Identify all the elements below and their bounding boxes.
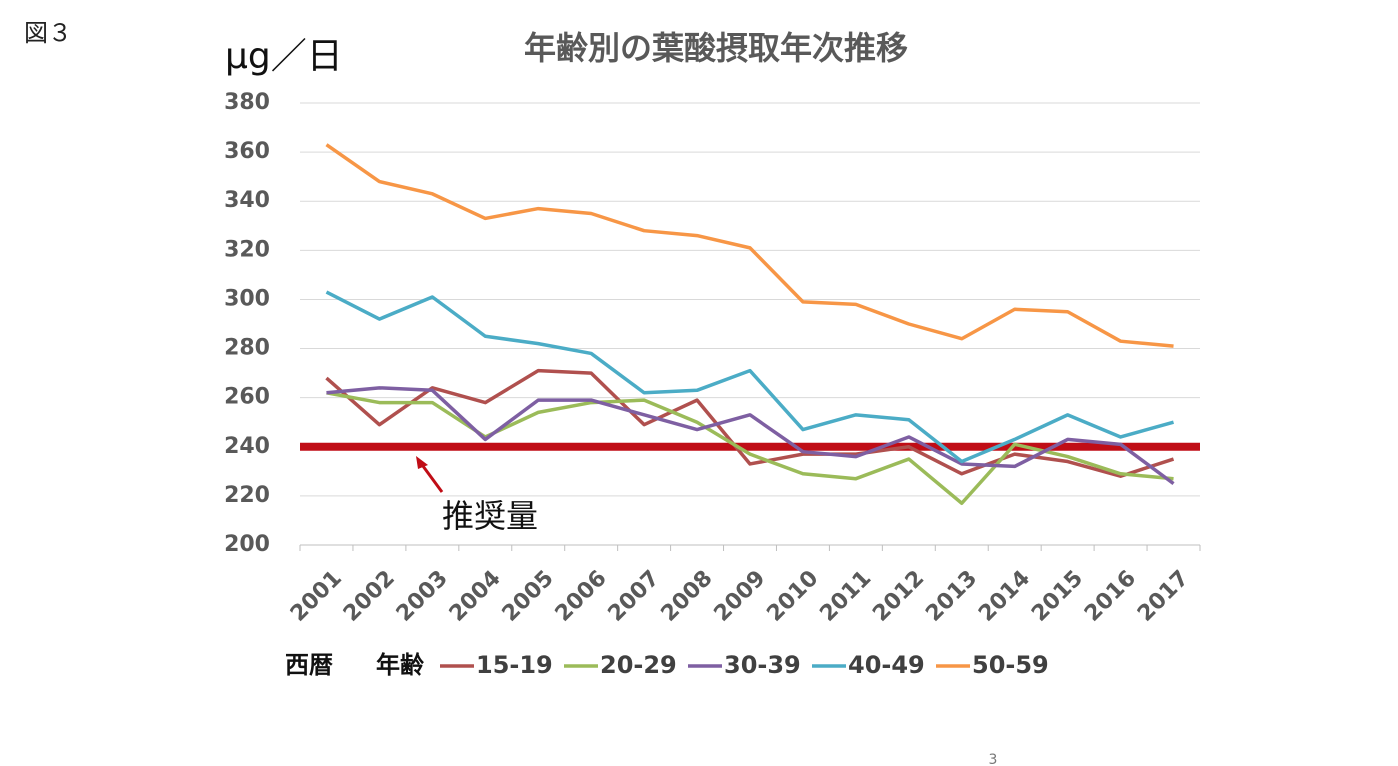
y-tick-label: 340	[224, 188, 270, 213]
y-tick-label: 320	[224, 237, 270, 262]
legend-label: 15-19	[476, 651, 553, 679]
legend-label: 20-29	[600, 651, 677, 679]
y-axis-label: μg／日	[225, 36, 343, 77]
x-tick-label: 2003	[392, 566, 453, 627]
x-tick-label: 2010	[762, 566, 823, 627]
x-tick-label: 2002	[339, 566, 400, 627]
y-tick-label: 240	[224, 434, 270, 459]
page-number: 3	[989, 752, 998, 766]
x-tick-label: 2008	[657, 566, 718, 627]
figure-label: 図３	[24, 19, 72, 47]
x-tick-label: 2004	[445, 566, 506, 627]
x-tick-label: 2013	[921, 566, 982, 627]
x-tick-label: 2006	[551, 566, 612, 627]
x-tick-label: 2016	[1080, 566, 1141, 627]
y-tick-label: 380	[224, 90, 270, 115]
series-line	[325, 290, 1174, 464]
legend-title: 年齢	[376, 651, 425, 679]
x-tick-label: 2015	[1027, 566, 1088, 627]
x-tick-label: 2009	[710, 566, 771, 627]
x-tick-label: 2014	[974, 566, 1035, 627]
x-tick-label: 2017	[1133, 566, 1194, 627]
legend-label: 50-59	[972, 651, 1049, 679]
series-line	[325, 143, 1174, 348]
y-tick-label: 220	[224, 483, 270, 508]
reference-label: 推奨量	[442, 497, 538, 535]
legend-label: 30-39	[724, 651, 801, 679]
chart-title: 年齢別の葉酸摂取年次推移	[524, 29, 908, 67]
legend-label: 40-49	[848, 651, 925, 679]
x-tick-label: 2001	[286, 566, 347, 627]
annotation-arrow	[418, 461, 444, 493]
x-tick-label: 2012	[868, 566, 929, 627]
x-tick-label: 2011	[815, 566, 876, 627]
y-tick-label: 200	[224, 532, 270, 557]
x-tick-label: 2005	[498, 566, 559, 627]
y-tick-label: 300	[224, 286, 270, 311]
y-tick-label: 280	[224, 336, 270, 361]
x-axis-label: 西暦	[285, 651, 333, 679]
series-line	[326, 386, 1175, 486]
y-tick-label: 360	[224, 139, 270, 164]
y-tick-label: 260	[224, 385, 270, 410]
x-tick-label: 2007	[604, 566, 665, 627]
annotation-arrowhead	[416, 456, 428, 469]
series-line	[326, 391, 1174, 506]
